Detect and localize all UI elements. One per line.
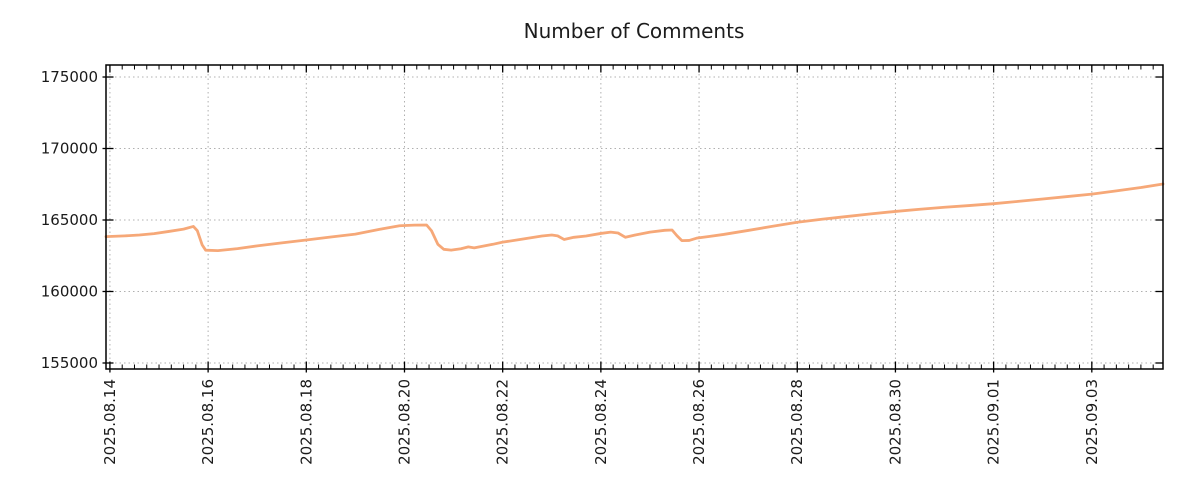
x-tick-label: 2025.08.24 bbox=[592, 379, 610, 465]
grid-lines bbox=[106, 65, 1163, 369]
plot-border bbox=[105, 64, 1164, 370]
x-tick-label: 2025.09.01 bbox=[985, 379, 1003, 465]
x-tick-label: 2025.08.22 bbox=[494, 379, 512, 465]
comments-series-line bbox=[104, 182, 1165, 253]
x-tick-label: 2025.08.30 bbox=[886, 379, 904, 465]
x-tick-label: 2025.08.16 bbox=[199, 379, 217, 465]
y-tick-label: 160000 bbox=[41, 282, 98, 300]
x-tick-label: 2025.08.18 bbox=[297, 379, 315, 465]
x-tick-label: 2025.09.03 bbox=[1083, 379, 1101, 465]
x-tick-label: 2025.08.26 bbox=[690, 379, 708, 465]
x-tick-label: 2025.08.14 bbox=[101, 379, 119, 465]
series-layer bbox=[104, 182, 1165, 253]
x-tick-label: 2025.08.20 bbox=[395, 379, 413, 465]
x-tick-label: 2025.08.28 bbox=[788, 379, 806, 465]
y-tick-label: 170000 bbox=[41, 140, 98, 158]
y-tick-label: 165000 bbox=[41, 211, 98, 229]
y-tick-label: 175000 bbox=[41, 68, 98, 86]
tick-labels: 2025.08.14 2025.08.16 2025.08.18 2025.08.20… bbox=[41, 68, 1101, 465]
axis-layer bbox=[102, 64, 1164, 373]
y-tick-label: 155000 bbox=[41, 354, 98, 372]
chart-title: Number of Comments bbox=[524, 19, 745, 43]
